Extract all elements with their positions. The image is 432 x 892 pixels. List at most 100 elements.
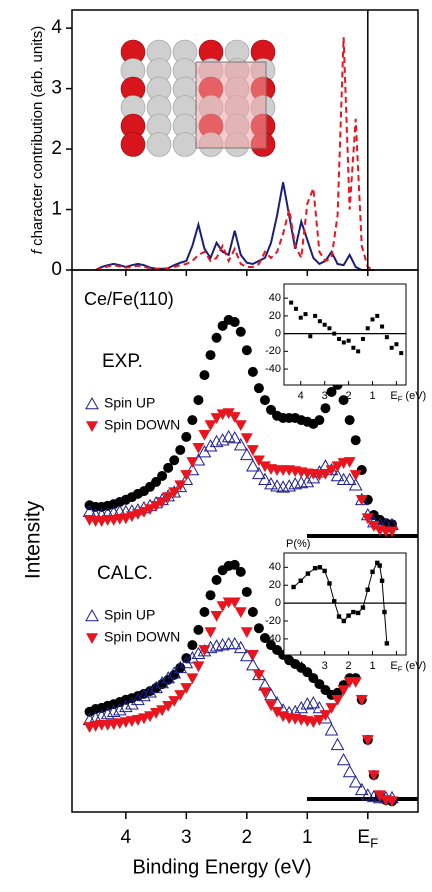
point (233, 438, 248, 451)
x-tick-label: 3 (181, 827, 192, 848)
point (379, 578, 385, 583)
point (367, 770, 380, 782)
y-tick-label: 1 (51, 199, 62, 220)
point (216, 601, 229, 613)
panel-label: EXP. (102, 351, 143, 372)
point (354, 782, 369, 796)
legend-marker (86, 633, 98, 644)
point (131, 692, 145, 706)
y-axis-label: f character contribution (arb. units) (29, 26, 46, 254)
point (234, 607, 247, 619)
point (265, 700, 278, 712)
point (180, 683, 193, 694)
legend-marker (86, 421, 98, 432)
inset-y-tick-label: 40 (269, 292, 281, 304)
x-tick-label: 1 (302, 827, 313, 848)
point (312, 700, 327, 714)
point (186, 673, 199, 685)
point (246, 658, 260, 671)
point (351, 345, 356, 350)
point (361, 735, 374, 746)
point (169, 455, 180, 466)
point (344, 415, 355, 426)
inset-y-tick-label: 20 (269, 579, 281, 591)
point (355, 695, 368, 706)
point (106, 704, 121, 718)
point (326, 386, 337, 397)
inset-x-tick-label: EF (390, 660, 402, 673)
point (300, 474, 315, 488)
point (319, 468, 332, 480)
point (291, 584, 296, 590)
x-tick-label-main: E (357, 827, 370, 848)
legend-label: Spin UP (104, 395, 155, 411)
point (239, 447, 254, 461)
point (264, 687, 278, 701)
point (341, 340, 346, 345)
point (366, 789, 381, 803)
point (168, 487, 181, 499)
atom (120, 132, 146, 157)
point (312, 566, 318, 571)
point (356, 349, 361, 354)
inset-y-tick-label: -40 (265, 363, 281, 375)
point (338, 395, 349, 406)
atom (172, 132, 198, 157)
point (259, 633, 270, 644)
point (355, 610, 361, 616)
point (258, 461, 271, 473)
y-axis-label: Intensity (22, 500, 45, 579)
point (336, 472, 351, 486)
point (370, 569, 375, 574)
point (350, 435, 361, 446)
inset-x-label: (eV) (405, 660, 426, 672)
point (306, 696, 321, 709)
point (174, 480, 187, 492)
point (144, 711, 157, 723)
inset-x-tick-label: 1 (369, 390, 375, 402)
point (229, 317, 240, 328)
inset-x-tick-label-main: E (390, 660, 397, 672)
point (252, 455, 265, 467)
panel-label: CALC. (97, 563, 153, 584)
point (253, 623, 264, 634)
point (181, 431, 192, 442)
point (332, 331, 337, 336)
point (360, 336, 365, 341)
inset-x-tick-label: 3 (322, 390, 328, 402)
point (173, 660, 188, 674)
y-tick-label: 4 (51, 17, 62, 38)
point (137, 506, 150, 518)
point (168, 696, 181, 707)
point (348, 478, 363, 491)
point (240, 627, 253, 639)
point (228, 412, 241, 423)
point (156, 705, 169, 717)
point (331, 461, 344, 473)
point (294, 700, 309, 714)
point (360, 605, 366, 610)
point (365, 587, 370, 592)
point (246, 459, 260, 472)
point (211, 575, 222, 586)
point (150, 500, 163, 512)
inset-x-tick-label: 1 (369, 660, 375, 672)
point (246, 445, 259, 456)
point (264, 477, 278, 490)
point (384, 641, 390, 646)
point (325, 465, 338, 476)
x-tick-label: 2 (242, 827, 253, 848)
point (192, 442, 205, 454)
point (199, 607, 210, 618)
point (382, 609, 387, 615)
point (175, 444, 186, 455)
point (360, 788, 375, 801)
point (246, 650, 259, 661)
legend-marker (85, 396, 99, 410)
point (336, 752, 351, 766)
point (361, 513, 374, 525)
point (373, 790, 386, 802)
point (351, 609, 356, 615)
point (241, 586, 252, 597)
